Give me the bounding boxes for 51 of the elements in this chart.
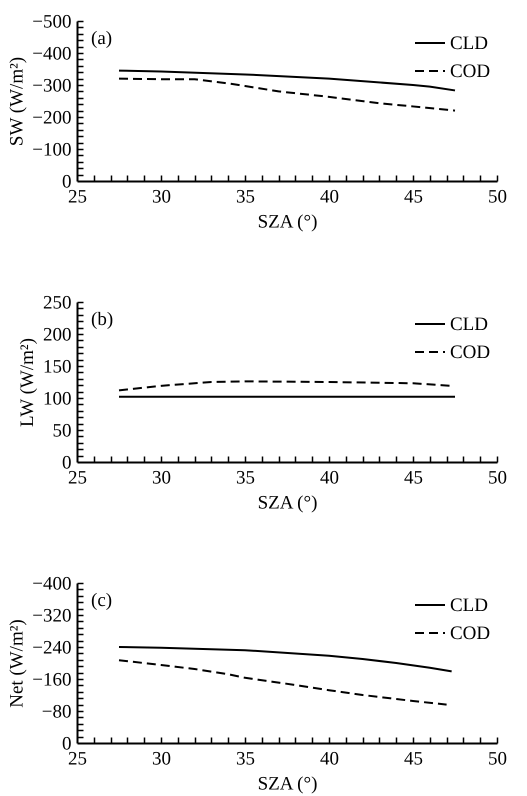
legend-label: COD (450, 342, 490, 363)
legend-label: COD (450, 623, 490, 644)
y-axis-title: SW (W/m²) (6, 56, 28, 146)
x-tick-label: 30 (152, 748, 171, 770)
y-tick-label: −300 (32, 76, 72, 96)
y-tick-label: 50 (52, 420, 72, 442)
annotation: (c) (91, 590, 112, 611)
y-tick-label: −80 (42, 702, 72, 722)
x-tick-label: 25 (68, 468, 87, 488)
y-tick-label: 150 (43, 356, 72, 378)
y-tick-label: −320 (32, 606, 72, 626)
y-tick-label: −400 (32, 44, 72, 64)
y-tick-label: −500 (32, 12, 72, 32)
x-tick-label: 35 (236, 748, 255, 770)
legend-label: CLD (450, 595, 488, 616)
x-tick-label: 35 (236, 468, 255, 488)
x-tick-label: 30 (152, 186, 171, 208)
y-tick-label: −100 (32, 140, 72, 160)
x-tick-label: 40 (320, 186, 339, 208)
y-axis-title: Net (W/m²) (6, 619, 28, 708)
x-tick-label: 25 (68, 186, 87, 208)
x-axis-title: SZA (°) (258, 774, 318, 794)
x-tick-label: 25 (68, 748, 87, 770)
y-axis-title: LW (W/m²) (17, 338, 38, 427)
legend-label: CLD (450, 314, 488, 335)
y-tick-label: −200 (32, 108, 72, 128)
y-tick-label: 100 (43, 388, 72, 410)
annotation: (a) (91, 28, 112, 49)
legend-label: COD (450, 61, 490, 82)
line-series (118, 646, 453, 672)
line-series (118, 659, 448, 706)
y-tick-label: −240 (32, 638, 72, 658)
x-tick-label: 45 (404, 186, 423, 208)
x-axis-title: SZA (°) (258, 212, 318, 232)
line-series (118, 78, 456, 112)
annotation: (b) (91, 309, 114, 330)
x-tick-label: 30 (152, 468, 171, 488)
y-tick-label: −160 (32, 670, 72, 690)
x-tick-label: 50 (488, 748, 507, 770)
x-tick-label: 50 (488, 186, 507, 208)
x-tick-label: 35 (236, 186, 255, 208)
legend-label: CLD (450, 33, 488, 54)
x-tick-label: 45 (404, 468, 423, 488)
x-tick-label: 40 (320, 748, 339, 770)
y-tick-label: 200 (43, 324, 72, 346)
y-tick-label: 250 (43, 292, 72, 314)
x-tick-label: 45 (404, 748, 423, 770)
x-axis-title: SZA (°) (258, 492, 318, 514)
x-tick-label: 50 (488, 468, 507, 488)
x-tick-label: 40 (320, 468, 339, 488)
y-tick-label: −400 (32, 574, 72, 594)
